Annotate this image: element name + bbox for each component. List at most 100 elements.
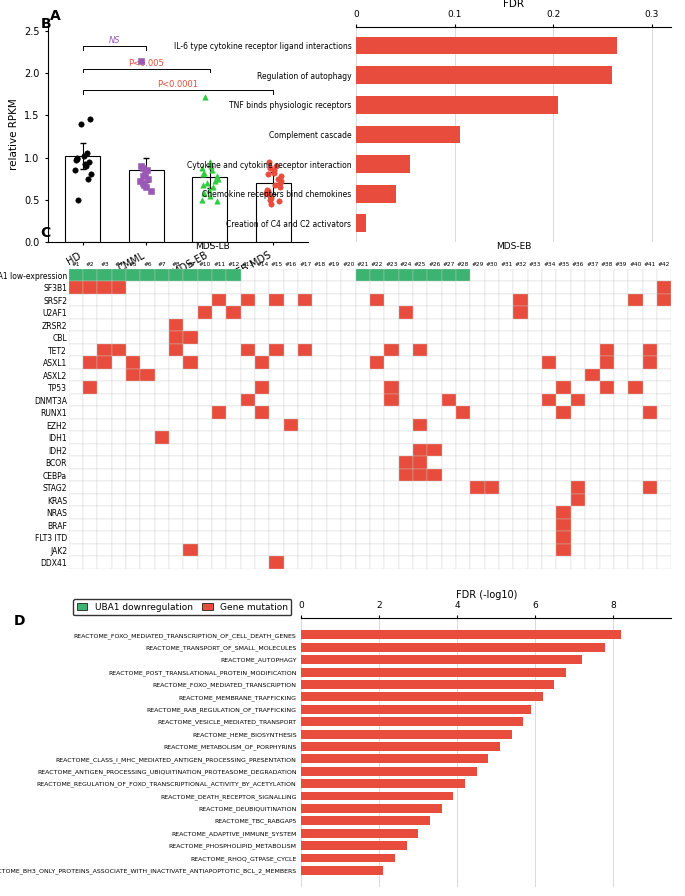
Bar bbox=[370, 269, 384, 281]
Bar bbox=[255, 407, 269, 419]
Bar bbox=[255, 544, 269, 556]
Bar bbox=[169, 319, 184, 332]
Bar bbox=[585, 369, 599, 382]
Bar bbox=[643, 357, 657, 369]
Bar bbox=[456, 407, 471, 419]
Bar bbox=[456, 531, 471, 544]
Bar bbox=[427, 281, 442, 294]
Bar bbox=[427, 344, 442, 357]
Bar bbox=[169, 344, 184, 357]
Bar bbox=[269, 469, 284, 481]
Bar bbox=[112, 544, 126, 556]
Bar bbox=[427, 481, 442, 494]
Bar bbox=[356, 469, 370, 481]
Bar bbox=[585, 294, 599, 306]
Bar bbox=[556, 281, 571, 294]
Point bbox=[197, 160, 208, 175]
Bar bbox=[370, 269, 384, 281]
Bar bbox=[212, 269, 226, 281]
Bar bbox=[499, 469, 514, 481]
Bar bbox=[97, 407, 112, 419]
Bar bbox=[370, 332, 384, 344]
Bar bbox=[198, 306, 212, 319]
Bar bbox=[427, 306, 442, 319]
X-axis label: FDR (-log10): FDR (-log10) bbox=[456, 590, 517, 600]
Bar bbox=[527, 306, 542, 319]
Bar bbox=[126, 419, 140, 431]
Bar bbox=[226, 431, 240, 444]
Bar bbox=[284, 319, 298, 332]
Bar bbox=[269, 319, 284, 332]
Bar bbox=[571, 344, 585, 357]
Bar bbox=[556, 519, 571, 531]
Bar bbox=[198, 382, 212, 394]
Point bbox=[210, 174, 221, 188]
Bar bbox=[527, 544, 542, 556]
Bar bbox=[284, 519, 298, 531]
Bar bbox=[255, 382, 269, 394]
Bar bbox=[599, 544, 614, 556]
Bar bbox=[126, 269, 140, 281]
Bar bbox=[226, 544, 240, 556]
Bar bbox=[169, 544, 184, 556]
Bar bbox=[628, 394, 643, 407]
Bar bbox=[284, 394, 298, 407]
Bar bbox=[83, 281, 97, 294]
Bar bbox=[83, 419, 97, 431]
Bar bbox=[169, 332, 184, 344]
Bar bbox=[628, 332, 643, 344]
Bar bbox=[255, 407, 269, 419]
Bar bbox=[456, 294, 471, 306]
Bar bbox=[226, 306, 240, 319]
Bar bbox=[226, 382, 240, 394]
Bar bbox=[643, 544, 657, 556]
Bar bbox=[585, 531, 599, 544]
Bar bbox=[212, 519, 226, 531]
Bar bbox=[556, 531, 571, 544]
Bar bbox=[442, 306, 456, 319]
Bar bbox=[68, 269, 83, 281]
Bar bbox=[68, 506, 83, 519]
Point bbox=[198, 177, 209, 192]
Bar bbox=[413, 281, 427, 294]
Bar bbox=[485, 556, 499, 569]
Bar bbox=[184, 369, 198, 382]
Point bbox=[140, 168, 151, 182]
Bar bbox=[269, 357, 284, 369]
Bar bbox=[341, 357, 356, 369]
Bar bbox=[298, 294, 312, 306]
Bar bbox=[356, 155, 410, 173]
Bar bbox=[284, 481, 298, 494]
Bar bbox=[140, 382, 155, 394]
Bar bbox=[442, 382, 456, 394]
Bar bbox=[269, 407, 284, 419]
Bar bbox=[456, 469, 471, 481]
Bar bbox=[240, 269, 255, 281]
Bar bbox=[112, 407, 126, 419]
Bar bbox=[499, 444, 514, 456]
Bar bbox=[184, 281, 198, 294]
Bar bbox=[413, 456, 427, 469]
Bar bbox=[370, 382, 384, 394]
Bar bbox=[556, 481, 571, 494]
Point bbox=[136, 54, 147, 68]
Bar bbox=[399, 382, 413, 394]
Bar bbox=[341, 494, 356, 506]
X-axis label: FDR: FDR bbox=[503, 0, 524, 9]
Bar bbox=[571, 494, 585, 506]
Bar bbox=[413, 506, 427, 519]
Bar bbox=[442, 556, 456, 569]
Bar bbox=[514, 294, 527, 306]
Bar bbox=[427, 444, 442, 456]
Bar bbox=[384, 369, 399, 382]
Bar bbox=[571, 394, 585, 407]
Bar bbox=[499, 506, 514, 519]
Bar bbox=[514, 306, 527, 319]
Bar bbox=[585, 469, 599, 481]
Bar bbox=[97, 394, 112, 407]
Bar bbox=[155, 431, 169, 444]
Bar bbox=[226, 456, 240, 469]
Bar bbox=[571, 481, 585, 494]
Bar bbox=[198, 444, 212, 456]
Bar bbox=[585, 494, 599, 506]
